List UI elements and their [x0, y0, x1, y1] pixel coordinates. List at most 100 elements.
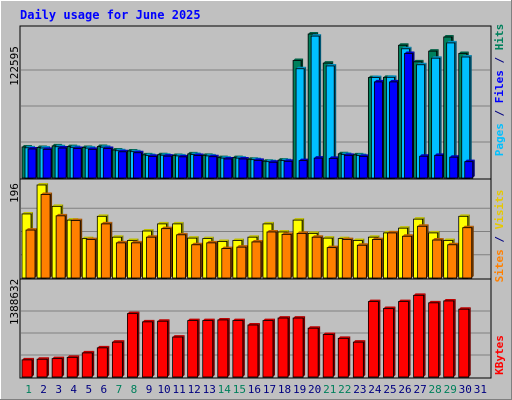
- bar-files-day-28: [431, 56, 442, 179]
- bar-sites-day-20: [311, 235, 324, 279]
- bar-sites-day-29: [447, 242, 459, 279]
- bar-pages-day-15: [238, 156, 249, 179]
- bar-kbytes-day-25: [383, 306, 396, 378]
- bar-sites-day-18: [281, 232, 294, 279]
- bar-pages-day-27: [419, 154, 430, 179]
- bar-kbytes-day-18: [277, 316, 291, 378]
- bar-sites-day-28: [432, 238, 444, 279]
- bar-pages-day-6: [102, 146, 114, 179]
- bar-sites-day-11: [176, 232, 188, 279]
- bar-kbytes-day-26: [398, 299, 411, 378]
- legend-sites: Sites: [493, 249, 506, 282]
- bar-pages-day-13: [208, 154, 219, 179]
- bar-kbytes-day-11: [172, 335, 185, 378]
- panel-visits-bars: [21, 183, 490, 279]
- bar-sites-day-14: [221, 246, 233, 279]
- bar-sites-day-23: [356, 243, 369, 279]
- bar-kbytes-day-4: [66, 355, 80, 378]
- bar-sites-day-2: [40, 192, 53, 279]
- bar-sites-day-22: [341, 237, 354, 279]
- panel-hits-ymax-label: 122595: [8, 46, 21, 86]
- bar-sites-day-4: [70, 218, 83, 279]
- bar-sites-day-19: [296, 231, 309, 279]
- x-tick-label-day-11: 11: [173, 383, 186, 396]
- panel-hits-files-pages: 122595 Pages / Files / Hits: [8, 24, 506, 180]
- panel-hits-bars: [21, 32, 490, 179]
- bar-kbytes-day-20: [307, 326, 321, 378]
- x-tick-label-day-13: 13: [203, 383, 216, 396]
- x-tick-label-day-21: 21: [323, 383, 336, 396]
- x-tick-label-day-1: 1: [25, 383, 32, 396]
- bar-sites-day-27: [417, 224, 429, 279]
- x-tick-label-day-28: 28: [429, 383, 442, 396]
- bar-kbytes-day-5: [81, 350, 95, 378]
- panel-kbytes-bars: [21, 293, 490, 378]
- bar-pages-day-29: [449, 155, 460, 179]
- x-tick-label-day-22: 22: [338, 383, 351, 396]
- legend-sep-3: /: [493, 236, 506, 243]
- bar-pages-day-1: [27, 146, 38, 179]
- bar-kbytes-day-2: [36, 357, 50, 378]
- bar-pages-day-14: [223, 156, 234, 179]
- bar-sites-day-15: [236, 245, 248, 279]
- bar-kbytes-day-24: [367, 299, 381, 378]
- bar-sites-day-6: [100, 221, 113, 279]
- bar-kbytes-day-12: [187, 318, 200, 378]
- x-tick-label-day-12: 12: [188, 383, 201, 396]
- bar-sites-day-25: [387, 230, 399, 279]
- bar-sites-day-10: [161, 226, 173, 279]
- x-tick-label-day-3: 3: [55, 383, 62, 396]
- bar-pages-day-7: [117, 149, 129, 179]
- x-tick-label-day-7: 7: [116, 383, 123, 396]
- bar-pages-day-18: [283, 159, 295, 179]
- bar-pages-day-19: [298, 158, 310, 179]
- bar-kbytes-day-30: [458, 307, 471, 378]
- bar-pages-day-25: [389, 79, 400, 179]
- panel-visits-sites: 196 Sites / Visits: [8, 178, 506, 282]
- x-tick-label-day-20: 20: [308, 383, 321, 396]
- bar-kbytes-day-21: [322, 332, 336, 378]
- x-tick-label-day-9: 9: [146, 383, 153, 396]
- bar-kbytes-day-22: [337, 336, 351, 378]
- x-tick-label-day-26: 26: [398, 383, 411, 396]
- bar-sites-day-12: [191, 242, 203, 279]
- panel-kbytes: 1388632 KBytes: [8, 278, 506, 379]
- x-tick-label-day-31: 31: [474, 383, 487, 396]
- bar-sites-day-9: [146, 235, 158, 279]
- legend-visits: Visits: [493, 190, 506, 230]
- bar-pages-day-3: [57, 146, 69, 179]
- legend-pages: Pages: [493, 123, 506, 156]
- bar-sites-day-1: [25, 228, 37, 279]
- bar-kbytes-day-13: [202, 318, 215, 378]
- bar-kbytes-day-3: [51, 356, 65, 378]
- bar-kbytes-day-9: [142, 319, 155, 378]
- x-tick-label-day-4: 4: [70, 383, 77, 396]
- bar-kbytes-day-15: [232, 318, 245, 378]
- x-tick-label-day-19: 19: [293, 383, 306, 396]
- bar-pages-day-26: [404, 51, 415, 179]
- x-tick-label-day-15: 15: [233, 383, 246, 396]
- bar-kbytes-day-29: [443, 298, 456, 378]
- panel-visits-ymax-label: 196: [8, 183, 21, 203]
- bar-kbytes-day-10: [157, 319, 170, 378]
- bar-kbytes-day-14: [217, 317, 230, 378]
- bar-pages-day-16: [253, 158, 264, 179]
- bar-sites-day-8: [131, 240, 143, 279]
- bar-pages-day-28: [434, 153, 445, 179]
- bar-pages-day-30: [464, 159, 475, 179]
- bar-pages-day-4: [72, 146, 84, 179]
- bar-kbytes-day-7: [111, 340, 125, 378]
- x-tick-label-day-23: 23: [353, 383, 366, 396]
- bar-kbytes-day-27: [413, 293, 426, 378]
- bar-sites-day-17: [266, 229, 278, 279]
- bar-sites-day-3: [55, 213, 68, 279]
- legend-hits: Hits: [493, 24, 506, 51]
- panel-kbytes-legend: KBytes: [493, 335, 506, 375]
- x-tick-label-day-25: 25: [383, 383, 396, 396]
- x-tick-label-day-24: 24: [368, 383, 382, 396]
- bar-kbytes-day-8: [127, 311, 140, 378]
- bar-pages-day-9: [148, 154, 159, 179]
- x-tick-label-day-5: 5: [85, 383, 92, 396]
- x-axis-day-labels: 1 2 3 4 5 6 7 8 9 10 11 12 13 14 15 16 17 18 19 20 21 22 23 24 2…: [25, 383, 487, 396]
- bar-sites-day-24: [371, 237, 384, 279]
